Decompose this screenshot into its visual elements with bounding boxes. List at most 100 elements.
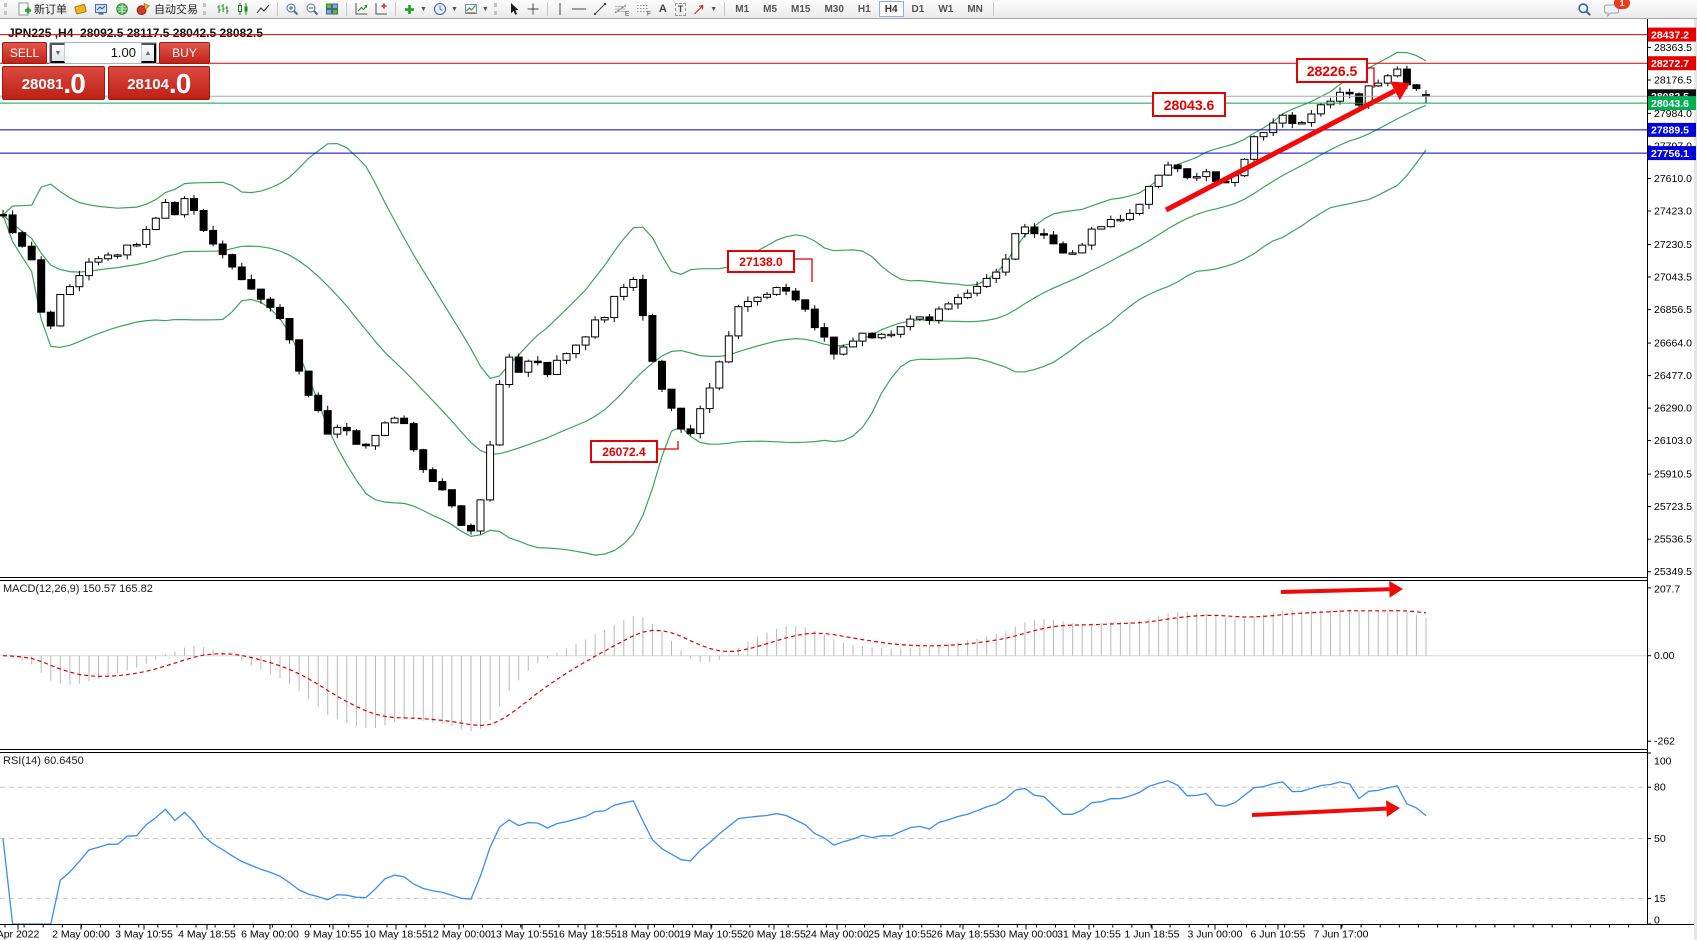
autotrade-button[interactable]: 自动交易 bbox=[133, 1, 201, 18]
svg-text:27230.5: 27230.5 bbox=[1654, 239, 1692, 251]
one-click-trade-panel: SELL ▼ 1.00 ▲ BUY 28081.0 28104.0 bbox=[2, 42, 210, 100]
price-callout[interactable]: 27138.0 bbox=[727, 250, 795, 273]
svg-text:27984.0: 27984.0 bbox=[1654, 108, 1692, 120]
crosshair-icon bbox=[526, 2, 540, 16]
timeframe-m30[interactable]: M30 bbox=[818, 1, 849, 17]
template-dropdown[interactable]: ▼ bbox=[461, 1, 492, 18]
sell-button[interactable]: SELL bbox=[2, 42, 47, 64]
price-callout[interactable]: 28043.6 bbox=[1152, 92, 1226, 117]
volume-input[interactable]: 1.00 bbox=[110, 45, 136, 60]
svg-text:E: E bbox=[625, 11, 629, 17]
channel-icon: F bbox=[635, 2, 651, 16]
toolbar-separator bbox=[724, 2, 726, 16]
callout-text: 26072.4 bbox=[602, 444, 646, 459]
candlesticks bbox=[0, 65, 1430, 535]
profiles-button[interactable] bbox=[70, 1, 91, 18]
svg-text:13 May 10:55: 13 May 10:55 bbox=[490, 929, 554, 940]
timeframe-d1[interactable]: D1 bbox=[906, 1, 931, 17]
market-watch-button[interactable] bbox=[91, 1, 112, 18]
svg-text:26664.0: 26664.0 bbox=[1654, 338, 1692, 350]
toolbar-separator bbox=[277, 2, 278, 16]
indicator-add-button[interactable] bbox=[371, 1, 391, 18]
bar-chart-button[interactable] bbox=[213, 1, 233, 18]
notification-badge[interactable]: 1 bbox=[1614, 0, 1630, 9]
timeframe-mn[interactable]: MN bbox=[961, 1, 989, 17]
crosshair-tool[interactable] bbox=[523, 1, 543, 18]
pane-dividers[interactable] bbox=[0, 577, 1647, 753]
level-lines bbox=[0, 34, 1647, 154]
period-dropdown[interactable]: ▼ bbox=[430, 1, 461, 18]
buy-price-display[interactable]: 28104.0 bbox=[107, 66, 210, 100]
svg-text:9 May 10:55: 9 May 10:55 bbox=[304, 929, 362, 940]
zoom-out-icon bbox=[305, 2, 319, 16]
timeframe-h1[interactable]: H1 bbox=[852, 1, 877, 17]
timeframe-m15[interactable]: M15 bbox=[785, 1, 816, 17]
channel-tool[interactable]: F bbox=[632, 1, 654, 18]
timeframe-m1[interactable]: M1 bbox=[729, 1, 755, 17]
cursor-tool[interactable] bbox=[504, 1, 523, 18]
buy-button[interactable]: BUY bbox=[159, 42, 210, 64]
svg-text:28176.5: 28176.5 bbox=[1654, 75, 1692, 87]
clock-icon bbox=[433, 2, 447, 16]
timeframe-w1[interactable]: W1 bbox=[932, 1, 959, 17]
tile-windows-button[interactable] bbox=[322, 1, 342, 18]
cursor-icon bbox=[507, 2, 520, 16]
price-callout[interactable]: 26072.4 bbox=[590, 440, 658, 463]
label-tool[interactable]: T bbox=[672, 1, 690, 18]
volume-decrease-button[interactable]: ▼ bbox=[50, 43, 65, 63]
svg-text:28043.6: 28043.6 bbox=[1651, 98, 1689, 110]
volume-increase-button[interactable]: ▲ bbox=[141, 43, 156, 63]
toolbar-grip[interactable] bbox=[203, 3, 209, 15]
zoom-out-button[interactable] bbox=[302, 1, 322, 18]
indicator-window-button[interactable] bbox=[351, 1, 371, 18]
svg-text:100: 100 bbox=[1654, 756, 1672, 768]
svg-text:18 May 00:00: 18 May 00:00 bbox=[616, 929, 680, 940]
toolbar-grip[interactable] bbox=[4, 3, 10, 15]
add-indicator-dropdown[interactable]: ▼ bbox=[400, 1, 430, 18]
new-order-icon bbox=[17, 2, 31, 16]
chart-title: JPN225 ,H4 28092.5 28117.5 28042.5 28082… bbox=[8, 26, 263, 40]
callout-text: 27138.0 bbox=[739, 254, 783, 269]
search-button[interactable] bbox=[1574, 1, 1595, 18]
candle-chart-button[interactable] bbox=[233, 1, 253, 18]
sell-price-display[interactable]: 28081.0 bbox=[2, 66, 105, 100]
fibonacci-icon: E bbox=[613, 2, 629, 16]
timeframe-m5[interactable]: M5 bbox=[757, 1, 783, 17]
svg-text:80: 80 bbox=[1654, 782, 1666, 794]
rsi-indicator-label: RSI(14) 60.6450 bbox=[3, 755, 84, 767]
svg-text:28363.5: 28363.5 bbox=[1654, 42, 1692, 54]
chart-plus-icon bbox=[374, 2, 388, 16]
svg-text:27610.0: 27610.0 bbox=[1654, 173, 1692, 185]
zoom-in-button[interactable] bbox=[282, 1, 302, 18]
arrows-tool-dropdown[interactable]: ▼ bbox=[689, 1, 720, 18]
profiles-icon bbox=[73, 2, 88, 16]
text-tool[interactable]: A bbox=[654, 1, 672, 18]
chart-arrow-icon bbox=[354, 2, 368, 16]
time-axis[interactable]: Apr 2022 2 May 00:00 3 May 10:55 4 May 18:5… bbox=[0, 925, 1630, 940]
price-callout[interactable]: 28226.5 bbox=[1296, 58, 1368, 83]
price-axis[interactable]: 28363.5 28176.5 27984.0 27797.0 27610.0 27423… bbox=[1647, 42, 1692, 927]
toolbar: 新订单 自动交易 ▼ ▼ ▼ E F A T ▼ M1 M5 M15 M30 H1 H4 D… bbox=[0, 0, 1697, 19]
new-order-button[interactable]: 新订单 bbox=[14, 1, 70, 18]
signal-button[interactable] bbox=[112, 1, 133, 18]
macd-signal-line bbox=[2, 610, 1427, 727]
timeframe-group: M1 M5 M15 M30 H1 H4 D1 W1 MN bbox=[729, 1, 989, 17]
chat-button[interactable]: 1 bbox=[1601, 0, 1630, 18]
line-chart-button[interactable] bbox=[253, 1, 273, 18]
green-plus-icon bbox=[403, 3, 416, 16]
svg-text:7 Jun 17:00: 7 Jun 17:00 bbox=[1314, 929, 1369, 940]
toolbar-grip[interactable] bbox=[493, 3, 500, 15]
monitor-chart-icon bbox=[94, 2, 109, 16]
timeframe-h4[interactable]: H4 bbox=[878, 1, 904, 17]
vertical-line-tool[interactable] bbox=[552, 1, 568, 18]
trendline-tool[interactable] bbox=[590, 1, 610, 18]
callout-text: 28043.6 bbox=[1163, 96, 1215, 113]
svg-text:3 Jun 00:00: 3 Jun 00:00 bbox=[1188, 929, 1243, 940]
fibonacci-tool[interactable]: E bbox=[610, 1, 632, 18]
svg-text:27797.0: 27797.0 bbox=[1654, 141, 1692, 153]
template-chart-icon bbox=[464, 2, 478, 16]
svg-text:25723.5: 25723.5 bbox=[1654, 501, 1692, 513]
horizontal-line-tool[interactable] bbox=[568, 1, 590, 18]
svg-text:26 May 18:55: 26 May 18:55 bbox=[931, 929, 995, 940]
